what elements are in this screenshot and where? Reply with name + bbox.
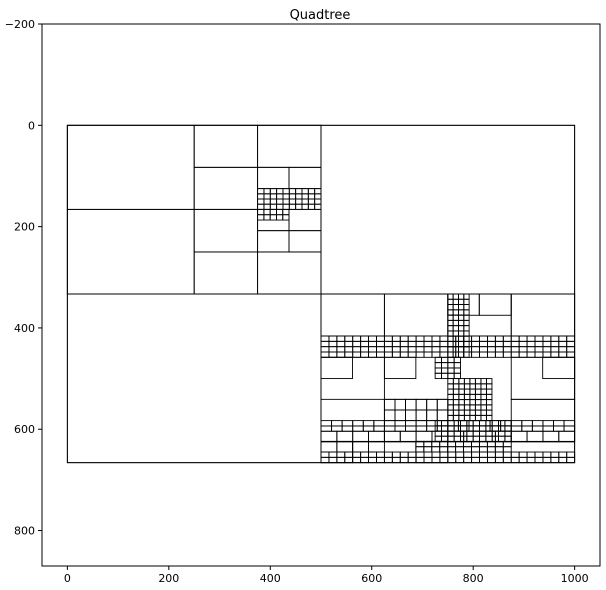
x-tick-label: 400: [260, 572, 281, 585]
y-tick-label: −200: [5, 18, 35, 31]
quadtree-cell-small: [558, 430, 576, 443]
y-tick-label: 800: [14, 525, 35, 538]
chart-title: Quadtree: [290, 8, 351, 23]
y-tick-label: 400: [14, 322, 35, 335]
x-tick-label: 200: [158, 572, 179, 585]
quadtree-cell-small: [368, 440, 385, 453]
x-tick-label: 600: [361, 572, 382, 585]
y-axis: −200 0 200 400 600 800: [5, 18, 42, 538]
y-tick-label: 200: [14, 221, 35, 234]
plot-area: [41, 23, 601, 567]
quadtree-cell-small: [436, 409, 449, 422]
quadtree-cell-small: [566, 456, 576, 464]
x-tick-label: 1000: [561, 572, 589, 585]
x-tick-label: 0: [64, 572, 71, 585]
quadtree-cell-small: [566, 351, 576, 358]
quadtree-cell-small: [463, 351, 470, 358]
quadtree-cell: [478, 293, 512, 316]
y-tick-label: 600: [14, 423, 35, 436]
quadtree-cells: [66, 124, 576, 464]
x-axis: 0 200 400 600 800 1000: [64, 566, 589, 585]
quadtree-cell-small: [282, 214, 290, 221]
y-tick-label: 0: [28, 119, 35, 132]
quadtree-cell-small: [314, 203, 322, 210]
quadtree-cell-small: [502, 446, 512, 453]
quadtree-cell: [288, 230, 322, 253]
x-tick-label: 800: [463, 572, 484, 585]
